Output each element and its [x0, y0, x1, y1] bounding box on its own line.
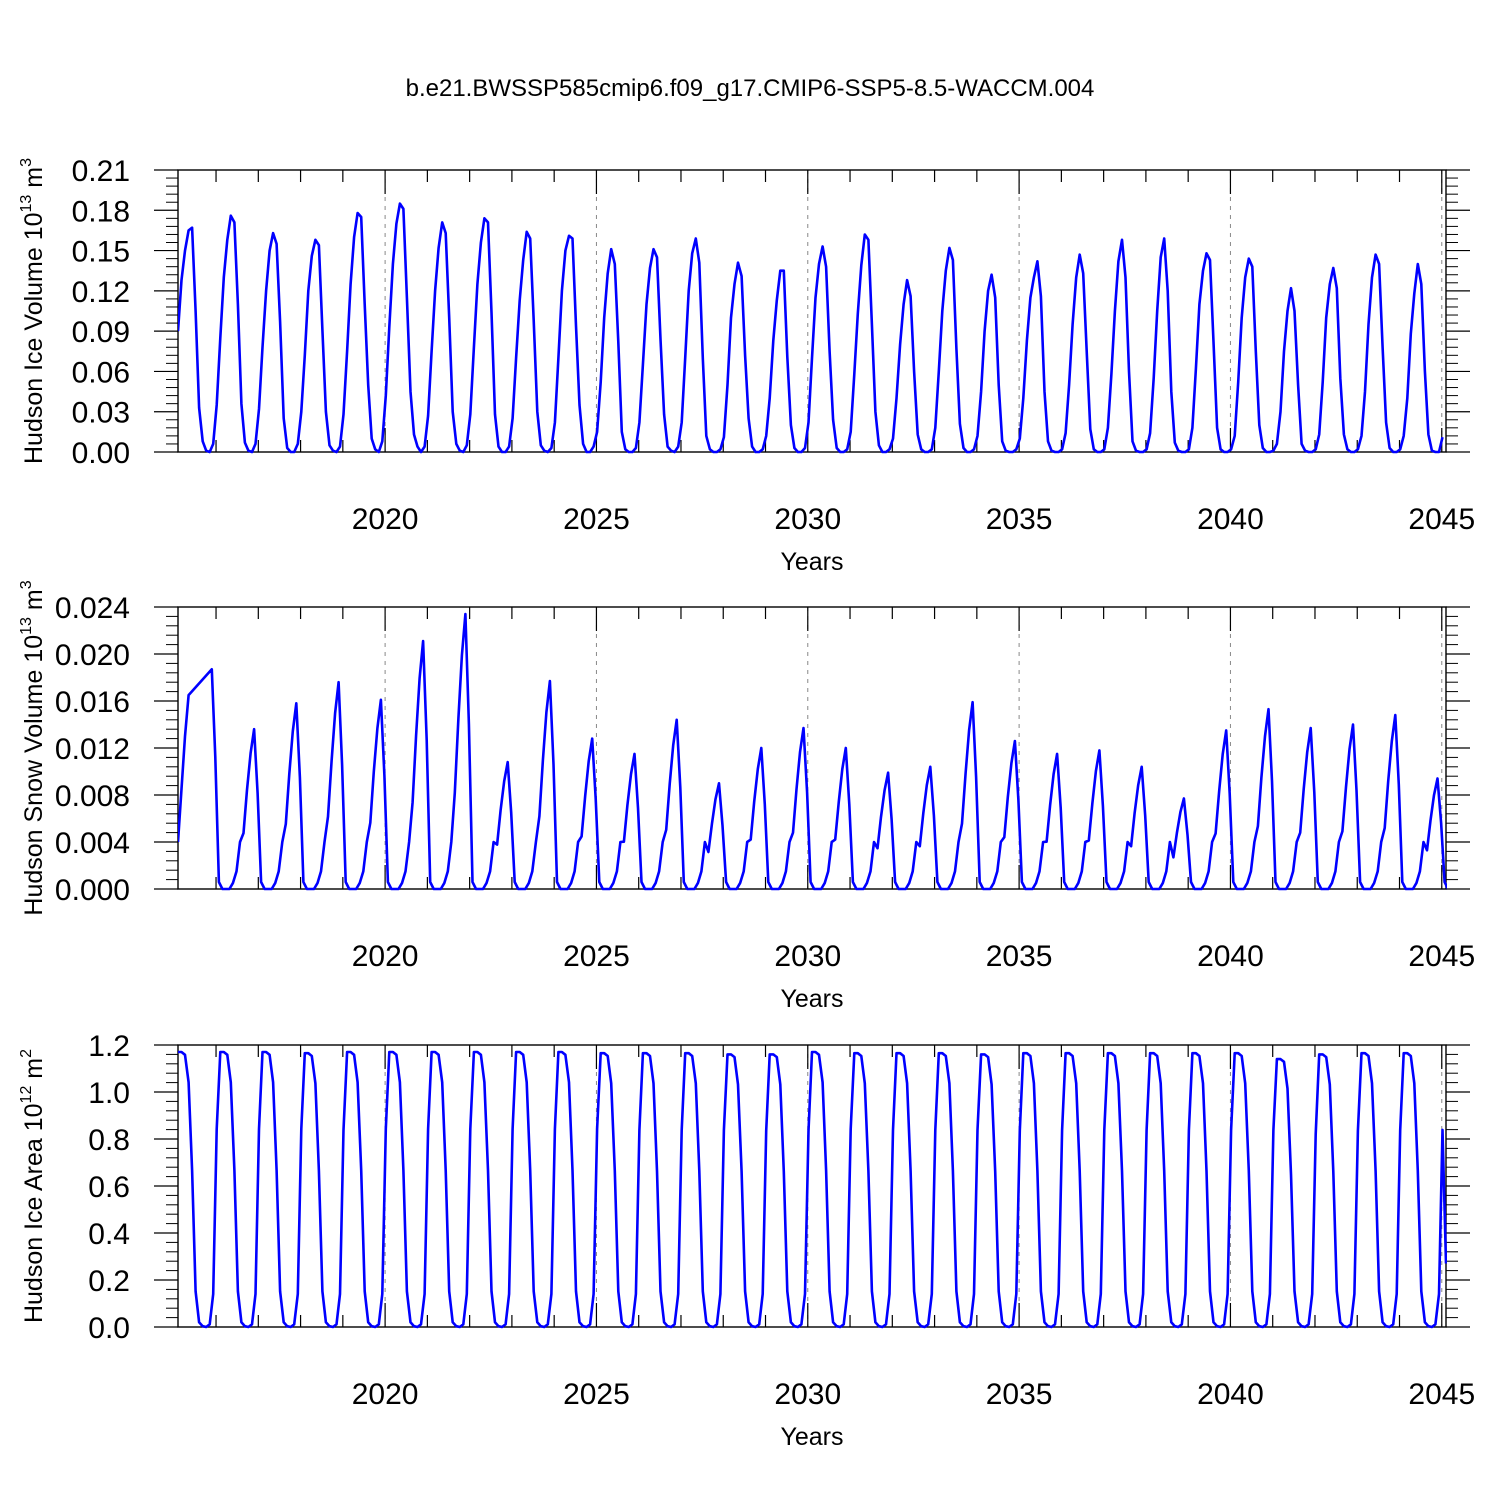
- x-tick-label: 2040: [1197, 1378, 1264, 1411]
- y-tick-label: 1.0: [88, 1077, 130, 1110]
- plot-frame: [177, 1044, 1447, 1328]
- panel-ice-volume: 0.00 0.03 0.06 0.09 0.12 0.15 0.18 0.21 2020 2025…: [18, 155, 1475, 576]
- x-tick-label: 2045: [1408, 940, 1475, 973]
- plot-frame: [177, 169, 1447, 453]
- y-tick-label: 0.2: [88, 1265, 130, 1298]
- x-tick-label: 2045: [1408, 1378, 1475, 1411]
- panel-ice-area: 0.0 0.2 0.4 0.6 0.8 1.0 1.2 2020 2025 2030 2035 204…: [18, 1030, 1475, 1451]
- y-tick-label: 0.4: [88, 1218, 130, 1251]
- x-tick-label: 2020: [352, 1378, 419, 1411]
- y-tick-label: 0.020: [55, 639, 130, 672]
- x-axis-label: Years: [780, 1423, 843, 1451]
- x-tick-label: 2030: [774, 940, 841, 973]
- y-tick-label: 0.000: [55, 874, 130, 907]
- y-tick-label: 0.8: [88, 1124, 130, 1157]
- y-tick-label: 0.21: [72, 155, 130, 188]
- x-tick-label: 2045: [1408, 503, 1475, 536]
- y-tick-label: 0.024: [55, 592, 130, 625]
- y-tick-label: 0.00: [72, 437, 130, 470]
- x-tick-label: 2035: [986, 503, 1053, 536]
- x-tick-label: 2020: [352, 503, 419, 536]
- y-tick-label: 0.15: [72, 236, 130, 269]
- y-tick-label: 0.6: [88, 1171, 130, 1204]
- y-axis-label: Hudson Ice Volume 1013 m3: [18, 158, 48, 464]
- x-axis-label: Years: [780, 548, 843, 576]
- y-tick-label: 1.2: [88, 1030, 130, 1063]
- y-tick-label: 0.012: [55, 733, 130, 766]
- x-tick-label: 2035: [986, 1378, 1053, 1411]
- y-axis-label: Hudson Ice Area 1012 m2: [18, 1049, 48, 1323]
- y-tick-label: 0.06: [72, 356, 130, 389]
- x-tick-label: 2020: [352, 940, 419, 973]
- x-tick-label: 2030: [774, 1378, 841, 1411]
- y-tick-label: 0.09: [72, 316, 130, 349]
- series-line-ice-area: [178, 1050, 1447, 1329]
- y-axis-label: Hudson Snow Volume 1013 m3: [18, 580, 48, 915]
- y-tick-label: 0.008: [55, 780, 130, 813]
- y-tick-label: 0.016: [55, 686, 130, 719]
- x-tick-label: 2025: [563, 1378, 630, 1411]
- x-tick-label: 2025: [563, 940, 630, 973]
- x-tick-label: 2040: [1197, 503, 1264, 536]
- x-tick-label: 2040: [1197, 940, 1264, 973]
- y-tick-label: 0.004: [55, 827, 130, 860]
- panel-snow-volume: 0.000 0.004 0.008 0.012 0.016 0.020 0.024 2020 2…: [18, 580, 1475, 1013]
- y-tick-label: 0.12: [72, 276, 130, 309]
- x-axis-label: Years: [780, 985, 843, 1013]
- series-line-snow-volume: [178, 612, 1447, 891]
- y-tick-label: 0.0: [88, 1312, 130, 1345]
- chart-title: b.e21.BWSSP585cmip6.f09_g17.CMIP6-SSP5-8…: [406, 75, 1095, 102]
- x-tick-label: 2035: [986, 940, 1053, 973]
- y-tick-label: 0.03: [72, 397, 130, 430]
- x-tick-label: 2030: [774, 503, 841, 536]
- x-tick-label: 2025: [563, 503, 630, 536]
- plot-frame: [177, 606, 1447, 890]
- y-tick-label: 0.18: [72, 195, 130, 228]
- series-line-ice-volume: [178, 202, 1444, 454]
